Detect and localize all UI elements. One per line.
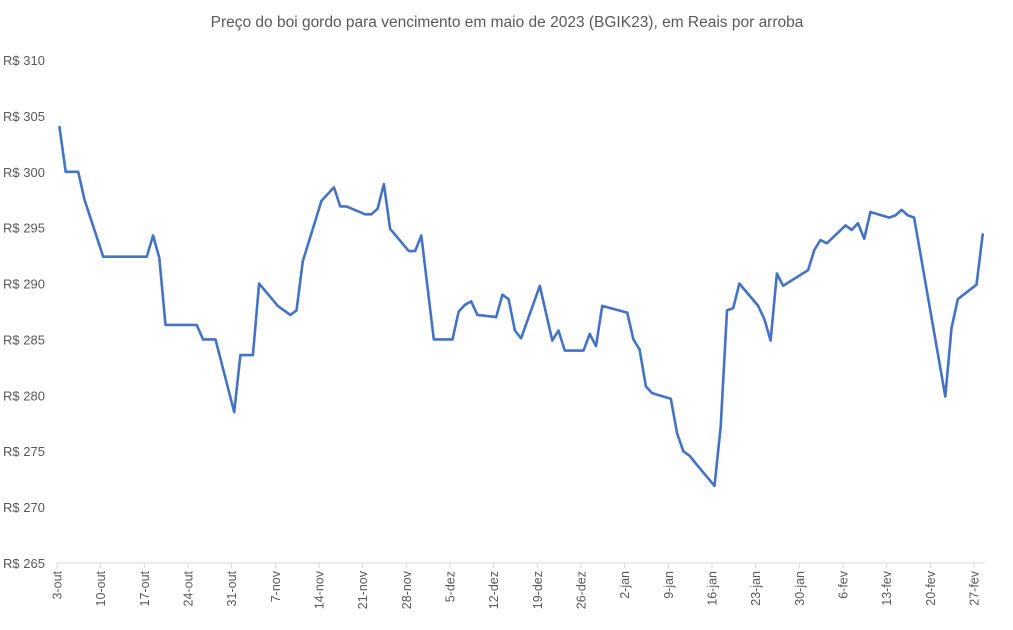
x-tick-label: 16-jan — [705, 571, 719, 606]
x-tick-label: 23-jan — [749, 571, 763, 606]
x-tick-label: 7-nov — [269, 570, 283, 602]
x-tick-label: 3-out — [51, 570, 65, 599]
y-tick-label: R$ 290 — [3, 277, 45, 292]
x-tick-label: 27-fev — [967, 570, 981, 605]
x-tick-label: 12-dez — [487, 571, 501, 609]
x-tick-label: 21-nov — [356, 570, 370, 609]
y-tick-label: R$ 285 — [3, 332, 45, 347]
y-tick-label: R$ 280 — [3, 388, 45, 403]
x-tick-label: 13-fev — [880, 570, 894, 605]
y-axis: R$ 265 R$ 270 R$ 275 R$ 280 R$ 285 R$ 290 R$ 2… — [3, 53, 45, 571]
x-tick-label: 31-out — [225, 570, 239, 606]
y-tick-label: R$ 265 — [3, 556, 45, 571]
x-tick-label: 30-jan — [793, 571, 807, 606]
series-line-bgik23 — [58, 125, 985, 488]
x-tick-label: 28-nov — [400, 570, 414, 609]
x-tick-label: 2-jan — [618, 571, 632, 599]
x-tick-label: 6-fev — [836, 570, 850, 599]
x-tick-label: 10-out — [94, 570, 108, 606]
y-tick-label: R$ 295 — [3, 221, 45, 236]
x-axis: 3-out 10-out 17-out 24-out 31-out 7-nov 14-nov… — [51, 562, 985, 609]
x-tick-label: 20-fev — [924, 570, 938, 605]
y-tick-label: R$ 275 — [3, 444, 45, 459]
x-tick-label: 5-dez — [443, 571, 457, 602]
x-tick-label: 26-dez — [574, 571, 588, 609]
y-tick-label: R$ 300 — [3, 165, 45, 180]
y-tick-label: R$ 270 — [3, 500, 45, 515]
y-tick-label: R$ 310 — [3, 53, 45, 68]
x-tick-label: 19-dez — [531, 571, 545, 609]
x-tick-label: 24-out — [181, 570, 195, 606]
x-tick-label: 17-out — [138, 570, 152, 606]
chart-title: Preço do boi gordo para vencimento em ma… — [211, 14, 804, 31]
y-tick-label: R$ 305 — [3, 109, 45, 124]
x-tick-label: 14-nov — [312, 570, 326, 609]
series-layer — [58, 125, 985, 488]
x-tick-label: 9-jan — [662, 571, 676, 599]
